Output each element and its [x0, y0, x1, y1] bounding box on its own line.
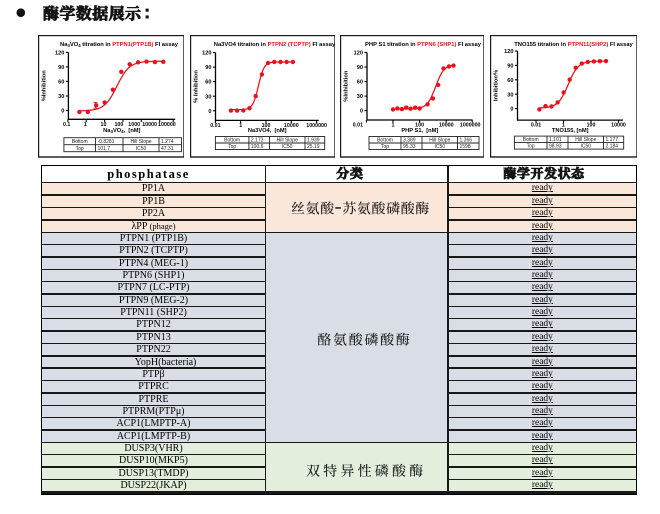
- svg-text:2.173: 2.173: [250, 138, 263, 144]
- svg-text:60: 60: [507, 78, 513, 84]
- svg-text:Top: Top: [75, 146, 83, 152]
- svg-text:Hill Slope: Hill Slope: [429, 138, 450, 144]
- svg-text:0: 0: [359, 109, 362, 115]
- svg-text:10: 10: [100, 122, 106, 128]
- svg-text:0.01: 0.01: [352, 123, 362, 129]
- svg-text:1.366: 1.366: [459, 138, 472, 144]
- svg-text:120: 120: [353, 51, 362, 57]
- svg-text:1.274: 1.274: [161, 139, 174, 145]
- svg-text:47.31: 47.31: [161, 146, 174, 152]
- svg-text:Bottom: Bottom: [71, 139, 87, 145]
- svg-text:0: 0: [61, 109, 64, 115]
- svg-text:0.01: 0.01: [210, 123, 220, 129]
- svg-text:IC50: IC50: [434, 144, 445, 150]
- svg-text:30: 30: [356, 94, 362, 100]
- svg-text:100: 100: [261, 123, 270, 129]
- svg-text:10000: 10000: [283, 123, 298, 129]
- svg-text:Hill Slope: Hill Slope: [575, 137, 596, 143]
- svg-text:Top: Top: [526, 144, 534, 150]
- svg-text:30: 30: [507, 92, 513, 98]
- svg-text:1.177: 1.177: [605, 137, 618, 143]
- svg-text:120: 120: [55, 51, 64, 57]
- svg-text:Hill Slope: Hill Slope: [276, 138, 297, 144]
- svg-text:Na3​VO4​ titration in PTPN1(PT: Na3​VO4​ titration in PTPN1(PTP1B) FI as…: [60, 42, 179, 48]
- svg-text:0.1: 0.1: [63, 122, 70, 128]
- svg-text:120: 120: [504, 49, 513, 55]
- svg-text:60: 60: [205, 80, 211, 86]
- svg-text:Bottom: Bottom: [522, 137, 538, 143]
- svg-text:60: 60: [356, 80, 362, 86]
- svg-text:0: 0: [208, 109, 211, 115]
- svg-text:PHP S1, [nM]: PHP S1, [nM]: [401, 128, 438, 134]
- svg-text:90: 90: [205, 65, 211, 71]
- svg-text:101.7: 101.7: [97, 146, 110, 152]
- svg-text:Bottom: Bottom: [224, 138, 240, 144]
- svg-text:1000: 1000: [128, 122, 140, 128]
- svg-text:100: 100: [114, 122, 123, 128]
- svg-text:PHP S1 titration in PTPN6 (SHP: PHP S1 titration in PTPN6 (SHP1) FI assa…: [365, 42, 482, 48]
- svg-text:% Inhibition: % Inhibition: [193, 70, 199, 103]
- svg-text:1.101: 1.101: [549, 137, 562, 143]
- svg-text:1598: 1598: [459, 144, 470, 150]
- svg-text:95.33: 95.33: [403, 144, 416, 150]
- svg-text:10000: 10000: [611, 123, 626, 129]
- svg-text:-0.8281: -0.8281: [97, 139, 114, 145]
- svg-text:2.184: 2.184: [605, 144, 618, 150]
- svg-text:TNO155 titration in PTPN11(SHP: TNO155 titration in PTPN11(SHP2) FI assa…: [514, 42, 633, 48]
- svg-text:25.19: 25.19: [307, 144, 320, 150]
- svg-text:%Inhibition: %Inhibition: [343, 70, 349, 102]
- svg-text:98.93: 98.93: [549, 144, 562, 150]
- svg-text:Inhibition%: Inhibition%: [493, 70, 499, 101]
- svg-text:1000000: 1000000: [306, 123, 327, 129]
- svg-text:1: 1: [239, 123, 242, 129]
- svg-text:10000: 10000: [438, 123, 453, 129]
- svg-text:90: 90: [58, 65, 64, 71]
- svg-text:0.01: 0.01: [530, 123, 540, 129]
- svg-text:Na3VO4, [nM]: Na3VO4, [nM]: [103, 128, 140, 134]
- svg-text:3.389: 3.389: [403, 138, 416, 144]
- svg-text:IC50: IC50: [580, 144, 591, 150]
- svg-text:100: 100: [586, 123, 595, 129]
- svg-text:IC50: IC50: [135, 146, 146, 152]
- svg-text:30: 30: [58, 94, 64, 100]
- svg-text:%Inhibition: %Inhibition: [41, 70, 47, 102]
- svg-text:Hill Slope: Hill Slope: [130, 139, 151, 145]
- svg-text:Bottom: Bottom: [377, 138, 393, 144]
- svg-text:0: 0: [510, 107, 513, 113]
- svg-text:Na3VO4 titration in PTPN2 (TCP: Na3VO4 titration in PTPN2 (TCPTP) FI ass…: [213, 42, 335, 48]
- svg-text:100: 100: [415, 123, 424, 129]
- svg-text:1: 1: [562, 123, 565, 129]
- svg-text:Top: Top: [228, 144, 236, 150]
- svg-text:IC50: IC50: [281, 144, 292, 150]
- svg-text:90: 90: [507, 64, 513, 70]
- svg-text:30: 30: [205, 94, 211, 100]
- svg-text:1.939: 1.939: [307, 138, 320, 144]
- svg-text:100.6: 100.6: [250, 144, 263, 150]
- svg-text:120: 120: [202, 51, 211, 57]
- svg-text:1: 1: [391, 123, 394, 129]
- svg-text:60: 60: [58, 80, 64, 86]
- svg-text:TNO155, [nM]: TNO155, [nM]: [551, 128, 588, 134]
- svg-text:90: 90: [356, 65, 362, 71]
- svg-text:10000: 10000: [142, 122, 157, 128]
- svg-text:100000: 100000: [158, 122, 176, 128]
- svg-text:1000000: 1000000: [459, 123, 480, 129]
- svg-text:1: 1: [83, 122, 86, 128]
- svg-text:Na3VO4, [nM]: Na3VO4, [nM]: [247, 128, 286, 134]
- svg-text:Top: Top: [380, 144, 388, 150]
